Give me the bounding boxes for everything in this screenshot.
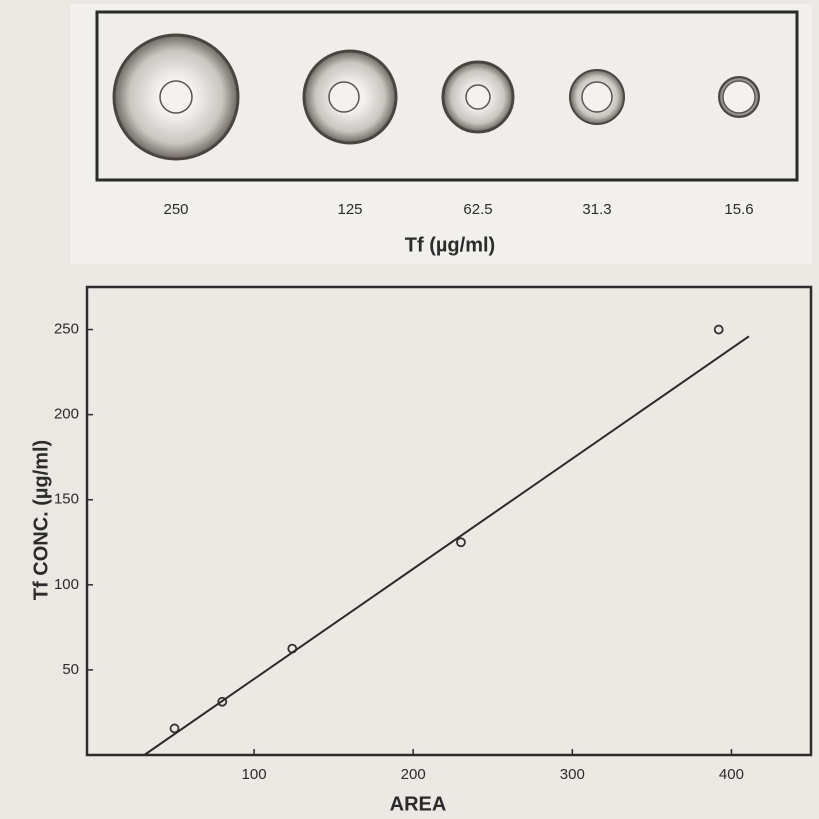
x-axis-label: AREA (390, 793, 447, 815)
y-tick-label: 250 (54, 321, 79, 338)
ring-label: 15.6 (724, 201, 753, 218)
ring-label: 125 (337, 201, 362, 218)
ring-hole (159, 80, 193, 114)
x-tick-label: 300 (560, 766, 585, 783)
plot-frame (85, 285, 813, 757)
ring-hole (465, 84, 491, 110)
ring-hole (722, 80, 756, 114)
ring-hole (581, 81, 613, 113)
y-axis-label: Tf CONC. (µg/ml) (30, 440, 52, 600)
fit-line (143, 335, 750, 756)
y-tick-label: 200 (54, 406, 79, 423)
plot-panel (70, 276, 815, 816)
y-tick-label: 150 (54, 491, 79, 508)
ring-label: 62.5 (463, 201, 492, 218)
y-tick-label: 100 (54, 576, 79, 593)
data-point (713, 324, 724, 335)
ring-label: 31.3 (582, 201, 611, 218)
data-point (456, 537, 466, 548)
ring-hole (328, 81, 360, 113)
y-tick-label: 50 (62, 661, 79, 678)
x-tick-label: 100 (242, 766, 267, 783)
data-point (169, 723, 180, 734)
ring-label: 250 (163, 201, 188, 218)
x-tick-label: 200 (401, 766, 426, 783)
rings-label: Tf (µg/ml) (405, 234, 495, 256)
x-tick-label: 400 (719, 766, 744, 783)
